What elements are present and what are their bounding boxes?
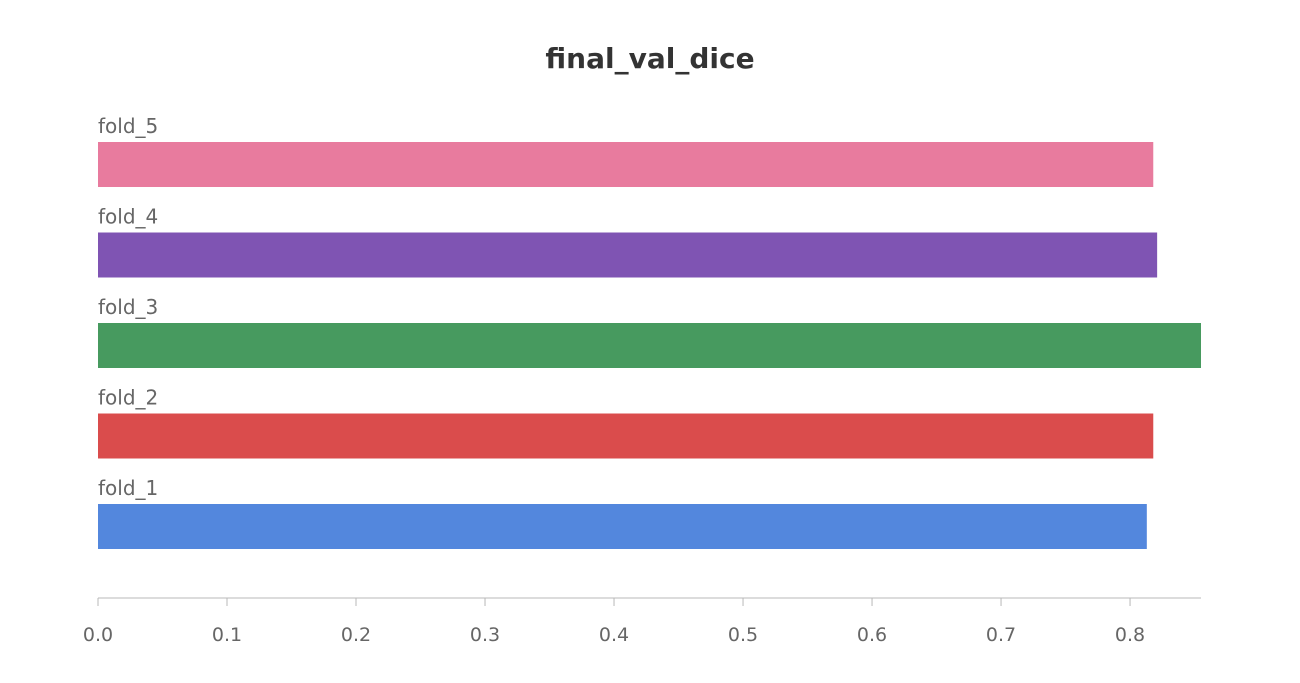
x-tick-label: 0.1 [212, 624, 242, 646]
x-tick-label: 0.8 [1115, 624, 1145, 646]
x-tick-label: 0.7 [986, 624, 1016, 646]
x-tick-label: 0.5 [728, 624, 758, 646]
x-tick-label: 0.0 [83, 624, 113, 646]
x-tick-label: 0.6 [857, 624, 887, 646]
bar-fold-2[interactable] [98, 413, 1154, 459]
bar-fold-4[interactable] [98, 232, 1158, 278]
bar-label-fold-2: fold_2 [98, 386, 158, 410]
x-tick-label: 0.3 [470, 624, 500, 646]
bar-label-fold-4: fold_4 [98, 205, 158, 229]
x-tick-label: 0.2 [341, 624, 371, 646]
chart-title: final_val_dice [545, 42, 754, 75]
x-axis: 0.0 0.1 0.2 0.3 0.4 0.5 0.6 0.7 0.8 [83, 597, 1201, 646]
bar-fold-5[interactable] [98, 142, 1154, 187]
bar-label-fold-3: fold_3 [98, 295, 158, 319]
bar-label-fold-1: fold_1 [98, 476, 158, 500]
x-tick-label: 0.4 [599, 624, 629, 646]
bar-fold-1[interactable] [98, 504, 1147, 549]
bar-fold-3[interactable] [98, 323, 1201, 368]
bars-group: fold_5 fold_4 fold_3 fold_2 fold_1 [98, 114, 1201, 549]
bar-label-fold-5: fold_5 [98, 114, 158, 138]
